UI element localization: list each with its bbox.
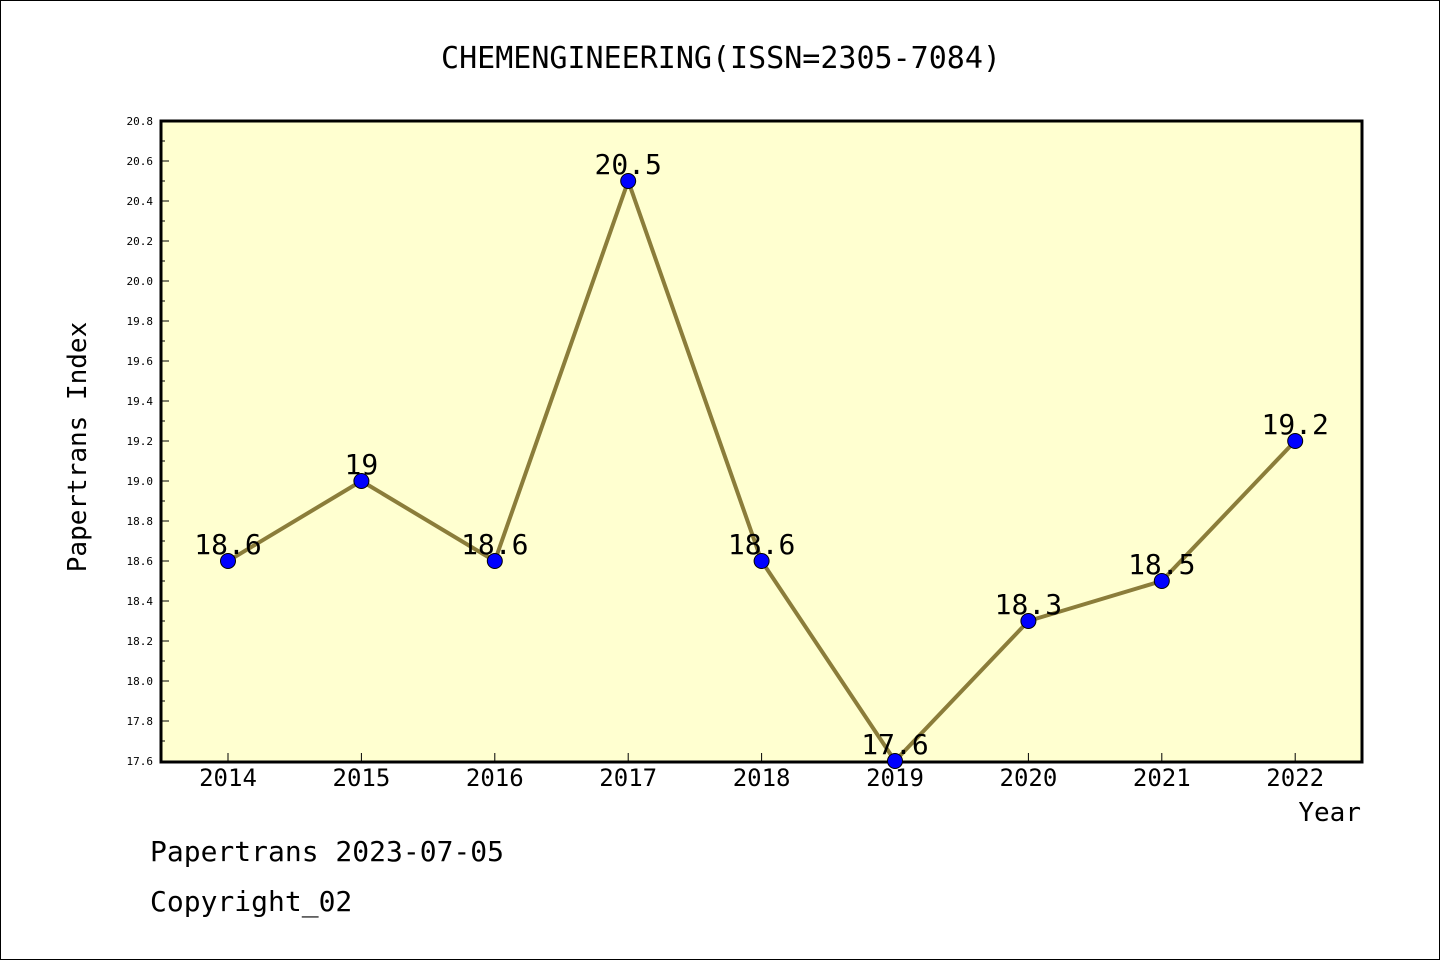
y-axis-ticks: 17.6 17.8 18.0 18.2 18.4 18.6 18.8 19.0 19.2 19.4… bbox=[127, 115, 169, 768]
data-point bbox=[486, 553, 503, 569]
x-tick-label: 2021 bbox=[1133, 764, 1191, 792]
data-label: 19.2 bbox=[1261, 408, 1328, 441]
data-point bbox=[1020, 613, 1037, 629]
y-tick-label: 20.4 bbox=[127, 195, 154, 208]
data-label: 18.5 bbox=[1128, 548, 1195, 581]
x-tick-label: 2018 bbox=[733, 764, 791, 792]
data-label: 18.6 bbox=[194, 528, 261, 561]
data-point bbox=[353, 473, 370, 489]
data-label: 17.6 bbox=[861, 728, 928, 761]
y-tick-label: 19.8 bbox=[127, 315, 154, 328]
data-labels: 18.6 19 18.6 20.5 18.6 17.6 18.3 18.5 19.2 bbox=[194, 148, 1329, 761]
data-markers bbox=[220, 173, 1304, 769]
y-tick-label: 18.0 bbox=[127, 675, 154, 688]
y-tick-label: 20.8 bbox=[127, 115, 154, 128]
y-tick-label: 19.0 bbox=[127, 475, 154, 488]
data-label: 20.5 bbox=[594, 148, 661, 181]
y-tick-label: 17.8 bbox=[127, 715, 154, 728]
x-tick-label: 2016 bbox=[466, 764, 524, 792]
footer-copyright: Copyright_02 bbox=[150, 885, 353, 918]
x-tick-label: 2022 bbox=[1266, 764, 1324, 792]
x-tick-label: 2020 bbox=[1000, 764, 1058, 792]
x-axis-label: Year bbox=[1298, 798, 1361, 828]
data-point bbox=[753, 553, 770, 569]
y-tick-label: 20.6 bbox=[127, 155, 154, 168]
chart-title: CHEMENGINEERING(ISSN=2305-7084) bbox=[441, 41, 1001, 76]
data-point bbox=[887, 753, 903, 769]
data-label: 19 bbox=[345, 448, 379, 481]
y-tick-label: 20.2 bbox=[127, 235, 154, 248]
y-tick-label: 18.6 bbox=[127, 555, 154, 568]
y-tick-label: 19.4 bbox=[127, 395, 154, 408]
plot-area bbox=[159, 119, 1364, 764]
y-tick-label: 20.0 bbox=[127, 275, 154, 288]
y-tick-label: 18.2 bbox=[127, 635, 154, 648]
data-label: 18.6 bbox=[461, 528, 528, 561]
data-label: 18.3 bbox=[995, 588, 1062, 621]
x-tick-label: 2014 bbox=[199, 764, 257, 792]
y-tick-label: 19.2 bbox=[127, 435, 154, 448]
y-tick-label: 18.4 bbox=[127, 595, 154, 608]
data-point bbox=[1153, 573, 1170, 589]
data-point bbox=[620, 173, 637, 189]
y-tick-label: 18.8 bbox=[127, 515, 154, 528]
x-tick-label: 2015 bbox=[333, 764, 391, 792]
y-tick-label: 19.6 bbox=[127, 355, 154, 368]
y-tick-label: 17.6 bbox=[127, 755, 154, 768]
data-point bbox=[1287, 433, 1304, 449]
data-label: 18.6 bbox=[728, 528, 795, 561]
y-axis-label: Papertrans Index bbox=[63, 322, 93, 572]
data-point bbox=[220, 553, 236, 569]
x-tick-label: 2017 bbox=[599, 764, 657, 792]
footer-date: Papertrans 2023-07-05 bbox=[150, 835, 505, 868]
